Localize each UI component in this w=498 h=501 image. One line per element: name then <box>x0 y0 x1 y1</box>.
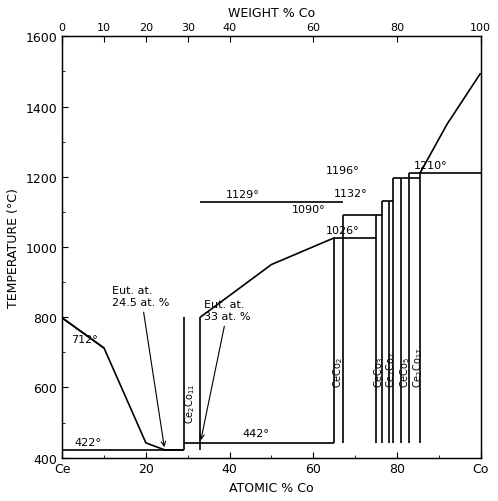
Text: 422°: 422° <box>75 437 102 447</box>
Text: 1026°: 1026° <box>326 225 360 235</box>
Text: 1210°: 1210° <box>414 161 447 171</box>
Text: 712°: 712° <box>71 334 97 344</box>
X-axis label: WEIGHT % Co: WEIGHT % Co <box>228 7 315 20</box>
Text: Eut. at.
33 at. %: Eut. at. 33 at. % <box>200 300 251 439</box>
Text: Eut. at.
24.5 at. %: Eut. at. 24.5 at. % <box>113 286 170 446</box>
Text: Ce$_{2}$Co$_{17}$: Ce$_{2}$Co$_{17}$ <box>411 347 425 388</box>
Y-axis label: TEMPERATURE (°C): TEMPERATURE (°C) <box>7 188 20 307</box>
Text: 1090°: 1090° <box>292 204 326 214</box>
Text: CeCo$_{3}$: CeCo$_{3}$ <box>372 356 386 388</box>
Text: 1196°: 1196° <box>326 166 360 176</box>
X-axis label: ATOMIC % Co: ATOMIC % Co <box>229 481 314 494</box>
Text: Ce$_{2}$Co$_{11}$: Ce$_{2}$Co$_{11}$ <box>183 382 197 423</box>
Text: CeCo$_{2}$: CeCo$_{2}$ <box>332 357 345 388</box>
Text: 1132°: 1132° <box>334 188 368 198</box>
Text: Ce$_{2}$Co$_{7}$: Ce$_{2}$Co$_{7}$ <box>384 352 397 388</box>
Text: 442°: 442° <box>242 428 269 438</box>
Text: 1129°: 1129° <box>226 189 259 199</box>
Text: CeCo$_{5}$: CeCo$_{5}$ <box>398 356 412 388</box>
